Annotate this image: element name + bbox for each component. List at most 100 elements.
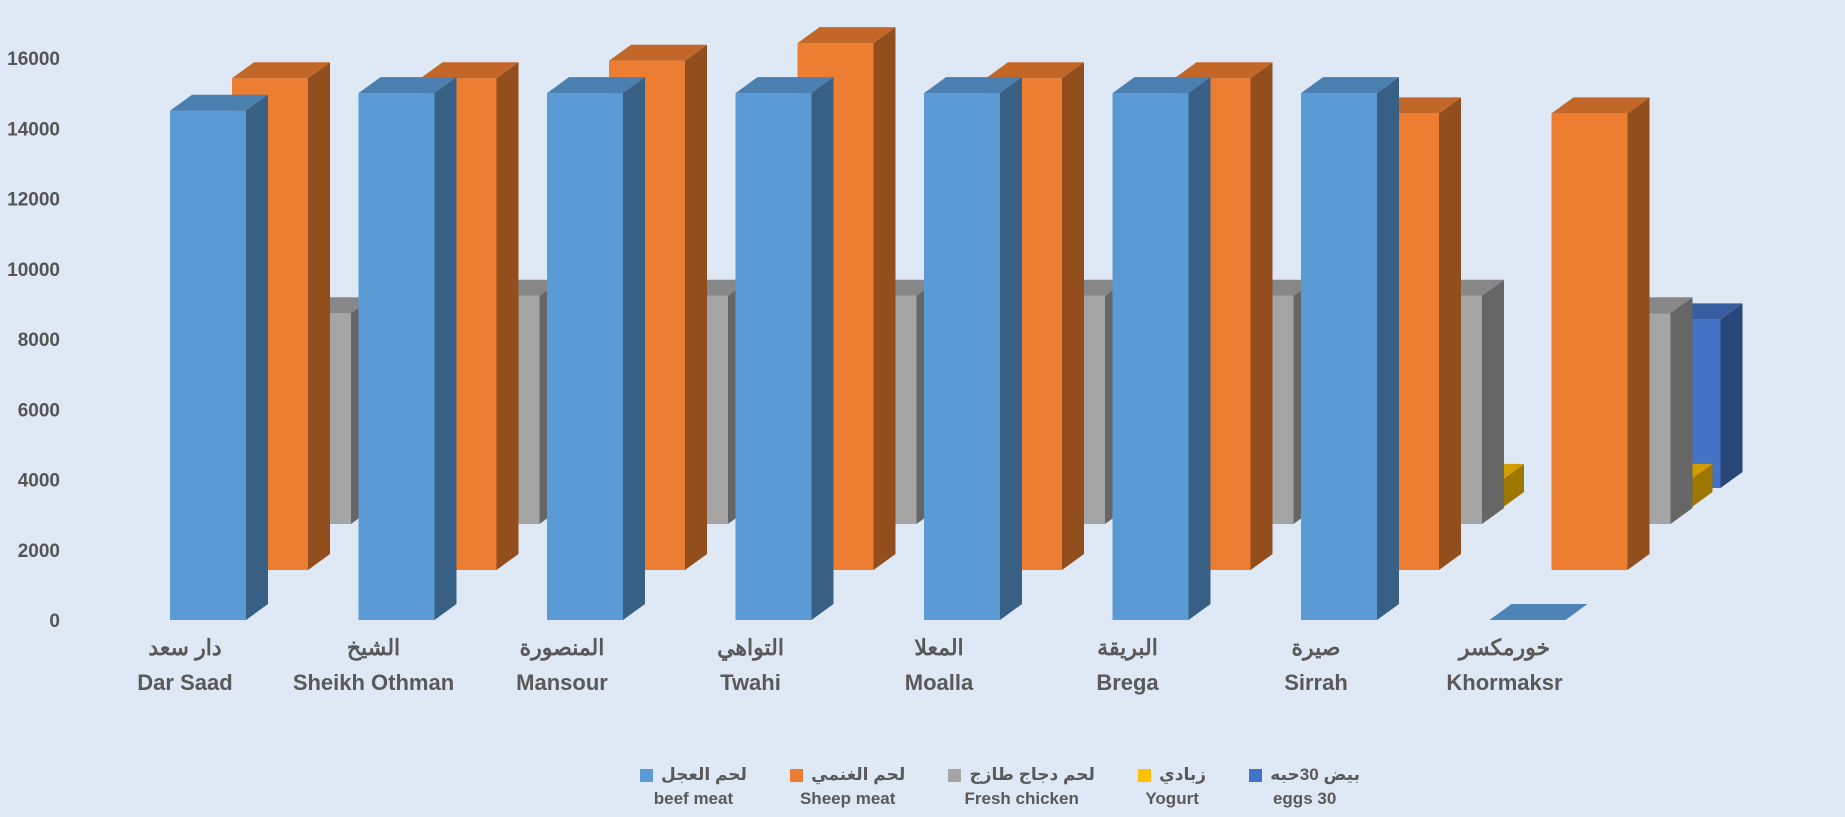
legend: لحم العجل beef meat لحم الغنمي Sheep meat لح… (640, 765, 1360, 809)
category-label-en: Sheikh Othman (293, 670, 454, 695)
bar-side (1377, 77, 1399, 620)
bar-side (434, 77, 457, 620)
category-label-ar: التواهي (717, 635, 784, 661)
bar-top (1489, 604, 1588, 620)
y-tick-label: 4000 (18, 471, 60, 492)
bar-side (1670, 297, 1693, 524)
bar-top (924, 77, 1022, 94)
bar-side (1720, 303, 1743, 488)
bar-side (1502, 463, 1524, 508)
bar-side (1000, 77, 1022, 620)
y-tick-label: 12000 (7, 190, 60, 211)
bar-side (1062, 62, 1084, 570)
bar-top (358, 77, 457, 94)
bar-front (924, 93, 1000, 620)
legend-item: لحم العجل beef meat (640, 765, 747, 809)
bar-front (170, 110, 246, 620)
category-label-ar: المعلا (914, 635, 963, 660)
bar-side (1250, 62, 1273, 570)
bar-side (685, 44, 707, 570)
bar-side (1188, 77, 1211, 620)
legend-swatch (1249, 768, 1263, 782)
y-tick-label: 16000 (7, 49, 60, 70)
category-label-ar: المنصورة (520, 635, 605, 661)
y-tick-label: 2000 (18, 541, 60, 562)
bar-side (1439, 97, 1461, 570)
bar (735, 77, 834, 620)
bar-front (1112, 93, 1189, 620)
legend-swatch (640, 768, 653, 782)
bar (358, 77, 457, 620)
bar (1551, 97, 1650, 570)
legend-label-en: Fresh chicken (964, 789, 1079, 808)
bar-top (735, 77, 834, 94)
legend-label-ar: لحم الغنمي (811, 765, 906, 784)
bar-front (547, 93, 623, 620)
legend-item: لحم الغنمي Sheep meat (790, 765, 905, 809)
bar-side (1482, 279, 1504, 524)
category-label-ar: خورمكسر (1457, 635, 1550, 661)
legend-label-en: beef meat (653, 789, 734, 808)
legend-label-en: eggs 30 (1272, 789, 1337, 808)
category-label-en: Brega (1096, 670, 1159, 695)
bar-top (1174, 62, 1273, 79)
bar-front (735, 93, 812, 620)
bar-side (308, 62, 330, 570)
bar-top (232, 62, 330, 79)
bar-side (1627, 97, 1650, 570)
bar-top (170, 94, 268, 111)
bar-top (1551, 97, 1650, 114)
legend-swatch (948, 768, 962, 782)
bar-top (609, 44, 707, 61)
bar-top (1112, 77, 1211, 94)
bar-side (873, 27, 896, 570)
y-tick-label: 8000 (18, 330, 60, 351)
y-tick-label: 6000 (18, 400, 60, 421)
legend-swatch (790, 768, 804, 782)
bar-side (623, 77, 645, 620)
series-beef-meat (170, 77, 1588, 620)
category-label-en: Mansour (516, 670, 608, 695)
legend-label-en: Sheep meat (799, 789, 896, 808)
bar-top (1301, 77, 1399, 94)
bar-side (246, 94, 268, 620)
category-label-ar: البريقة (1097, 635, 1158, 661)
legend-item: زبادي Yogurt (1138, 765, 1206, 809)
bar (547, 77, 645, 620)
category-label-en: Moalla (905, 670, 974, 695)
y-tick-label: 14000 (7, 119, 60, 140)
y-tick-label: 0 (49, 611, 60, 632)
legend-label-ar: بيض 30حبه (1270, 765, 1360, 784)
bar-top (547, 77, 645, 94)
bar-top (986, 62, 1084, 79)
category-label-en: Twahi (720, 670, 781, 695)
bar-top (420, 62, 519, 79)
bar-side (811, 77, 834, 620)
legend-label-ar: لحم دجاج طازج (969, 765, 1095, 784)
legend-label-ar: لحم العجل (661, 765, 747, 784)
category-label-en: Sirrah (1284, 670, 1348, 695)
bar-top (797, 27, 896, 44)
category-label-en: Khormaksr (1446, 670, 1563, 695)
bar-front (1301, 93, 1377, 620)
category-label-ar: دار سعد (148, 635, 221, 661)
legend-label-en: Yogurt (1145, 789, 1199, 808)
legend-item: بيض 30حبه eggs 30 (1249, 765, 1360, 809)
bar (1489, 604, 1588, 620)
bar-front (358, 93, 435, 620)
bar-front (1551, 113, 1628, 570)
category-label-ar: الشيخ (347, 635, 400, 661)
legend-item: لحم دجاج طازج Fresh chicken (948, 765, 1095, 809)
chart-plot: 0 2000 4000 6000 8000 10000 12000 14000 16000 دار… (7, 27, 1743, 695)
bar (170, 94, 268, 620)
legend-label-ar: زبادي (1159, 765, 1207, 784)
y-tick-label: 10000 (7, 260, 60, 281)
category-label-en: Dar Saad (137, 670, 232, 695)
legend-swatch (1138, 768, 1152, 782)
bar (1301, 77, 1399, 620)
bar-side (1690, 463, 1713, 508)
bar (1112, 77, 1211, 620)
bar-side (496, 62, 519, 570)
bar (924, 77, 1022, 620)
